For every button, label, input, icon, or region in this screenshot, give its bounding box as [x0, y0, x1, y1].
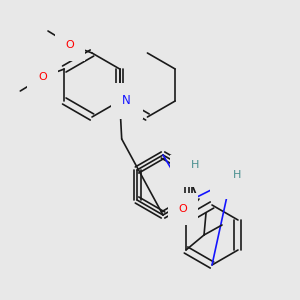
Text: O: O	[178, 204, 188, 214]
Text: N: N	[221, 178, 229, 188]
Text: N: N	[122, 94, 131, 107]
Text: O: O	[66, 40, 74, 50]
Text: N: N	[181, 166, 189, 176]
Text: H: H	[233, 170, 241, 180]
Text: H: H	[191, 160, 199, 170]
Text: O: O	[38, 72, 47, 82]
